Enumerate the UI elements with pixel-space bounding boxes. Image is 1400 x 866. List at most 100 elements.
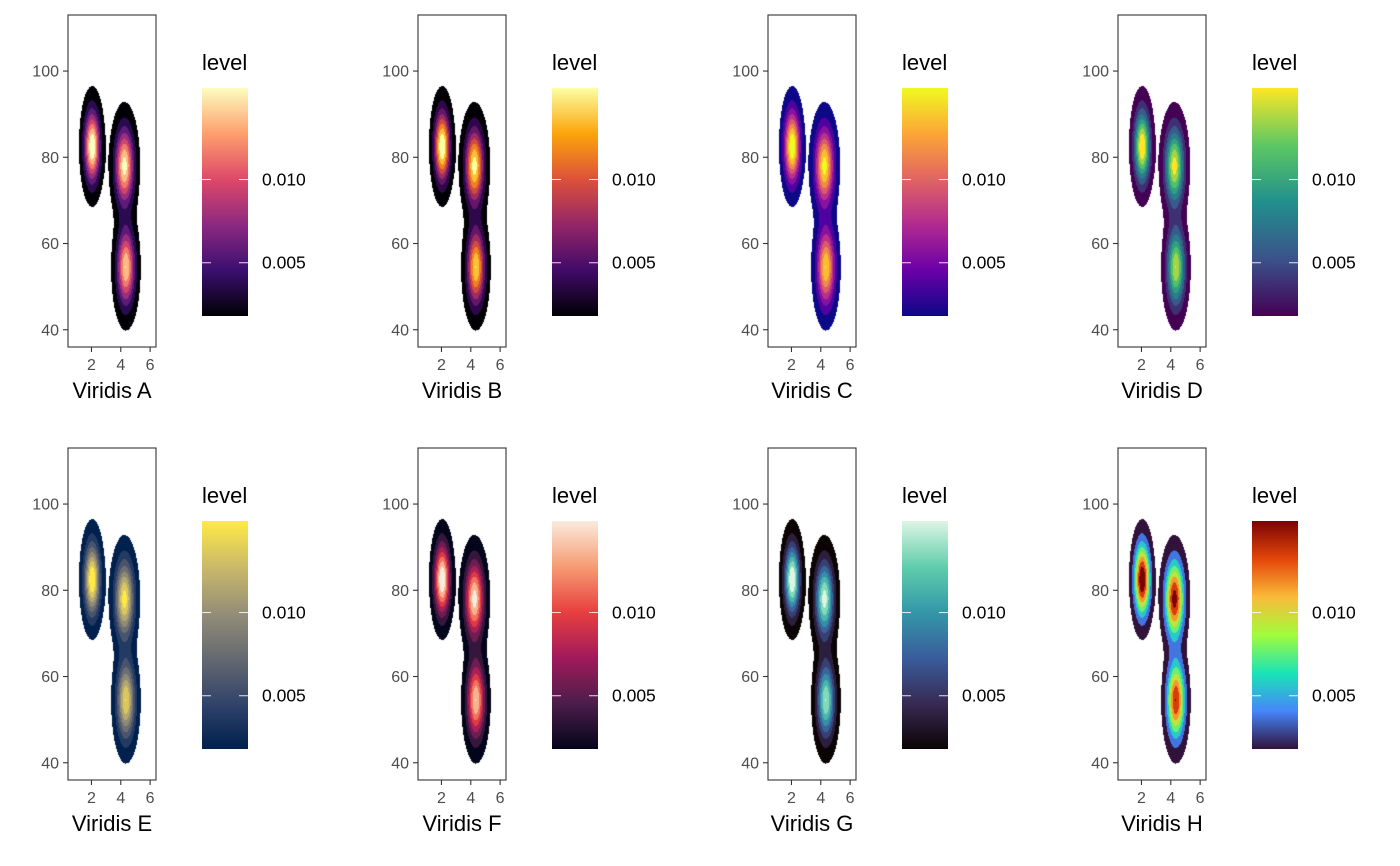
y-tick-label: 60 <box>1091 669 1109 686</box>
x-tick-label: 6 <box>1196 357 1205 374</box>
density-contour-fill <box>1118 15 1206 347</box>
x-tick-label: 2 <box>787 790 796 807</box>
chart-svg: 40 60 80 100 2 4 6 Viridis A level 0.010 0.005 <box>32 14 306 403</box>
chart-panel: 40 60 80 100 2 4 6 Viridis E level 0.010 0.005 <box>0 433 350 866</box>
y-tick-label: 80 <box>741 583 759 600</box>
chart-panel: 40 60 80 100 2 4 6 Viridis C level 0.010 0.005 <box>700 0 1050 433</box>
y-tick-label: 60 <box>741 669 759 686</box>
legend-label: 0.005 <box>1312 686 1356 706</box>
legend-label: 0.005 <box>612 686 656 706</box>
legend-title: level <box>202 483 247 508</box>
chart-panel: 40 60 80 100 2 4 6 Viridis H level 0.010 0.005 <box>1050 433 1400 866</box>
panel-border <box>67 14 157 348</box>
x-tick-label: 6 <box>846 357 855 374</box>
x-tick-label: 4 <box>1166 357 1175 374</box>
x-tick-label: 4 <box>466 790 475 807</box>
chart-svg: 40 60 80 100 2 4 6 Viridis G level 0.010 0.005 <box>732 447 1006 836</box>
chart-panel: 40 60 80 100 2 4 6 Viridis A level 0.010 0.005 <box>0 0 350 433</box>
legend-title: level <box>902 483 947 508</box>
x-axis-label: Viridis F <box>422 811 501 836</box>
y-tick-label: 80 <box>1091 150 1109 167</box>
chart-svg: 40 60 80 100 2 4 6 Viridis E level 0.010 0.005 <box>32 447 306 836</box>
legend-label: 0.010 <box>612 603 656 623</box>
panel-border <box>417 14 507 348</box>
legend-label: 0.005 <box>962 253 1006 273</box>
chart-panel: 40 60 80 100 2 4 6 Viridis D level 0.010 0.005 <box>1050 0 1400 433</box>
x-tick-label: 2 <box>437 357 446 374</box>
y-tick-label: 40 <box>391 755 409 772</box>
y-tick-label: 40 <box>391 322 409 339</box>
y-tick-label: 100 <box>1082 64 1109 81</box>
y-tick-label: 60 <box>41 669 59 686</box>
panel-border <box>1117 14 1207 348</box>
density-contour-fill <box>418 448 506 780</box>
legend-title: level <box>552 483 597 508</box>
panel-border <box>67 447 157 781</box>
y-tick-label: 60 <box>741 236 759 253</box>
x-tick-label: 4 <box>116 790 125 807</box>
legend-title: level <box>552 50 597 75</box>
legend-label: 0.005 <box>262 686 306 706</box>
density-contour-fill <box>768 448 856 780</box>
chart-panel: 40 60 80 100 2 4 6 Viridis B level 0.010 0.005 <box>350 0 700 433</box>
legend-colorbar <box>202 521 248 749</box>
x-axis-label: Viridis C <box>771 378 853 403</box>
x-tick-label: 2 <box>1137 357 1146 374</box>
legend-label: 0.010 <box>1312 170 1356 190</box>
legend-title: level <box>202 50 247 75</box>
y-tick-label: 100 <box>32 64 59 81</box>
x-tick-label: 6 <box>146 357 155 374</box>
legend-title: level <box>1252 50 1297 75</box>
density-contour-fill <box>68 15 156 347</box>
x-tick-label: 2 <box>787 357 796 374</box>
x-axis-label: Viridis B <box>422 378 502 403</box>
legend-colorbar <box>552 88 598 316</box>
x-tick-label: 6 <box>496 790 505 807</box>
y-tick-label: 100 <box>732 64 759 81</box>
x-axis-label: Viridis G <box>771 811 854 836</box>
x-tick-label: 4 <box>816 790 825 807</box>
y-tick-label: 40 <box>1091 322 1109 339</box>
y-tick-label: 80 <box>41 150 59 167</box>
y-tick-label: 80 <box>391 583 409 600</box>
density-contour-fill <box>1118 448 1206 780</box>
legend-colorbar <box>1252 88 1298 316</box>
x-tick-label: 6 <box>1196 790 1205 807</box>
chart-panel: 40 60 80 100 2 4 6 Viridis G level 0.010 0.005 <box>700 433 1050 866</box>
x-tick-label: 2 <box>87 790 96 807</box>
legend-label: 0.010 <box>262 170 306 190</box>
chart-svg: 40 60 80 100 2 4 6 Viridis D level 0.010 0.005 <box>1082 14 1356 403</box>
panel-border <box>417 447 507 781</box>
y-tick-label: 40 <box>41 322 59 339</box>
y-tick-label: 60 <box>1091 236 1109 253</box>
x-axis-label: Viridis A <box>72 378 151 403</box>
x-tick-label: 6 <box>496 357 505 374</box>
x-axis-label: Viridis H <box>1121 811 1203 836</box>
legend-label: 0.005 <box>1312 253 1356 273</box>
x-tick-label: 4 <box>466 357 475 374</box>
legend-colorbar <box>1252 521 1298 749</box>
y-tick-label: 100 <box>32 497 59 514</box>
chart-svg: 40 60 80 100 2 4 6 Viridis F level 0.010 0.005 <box>382 447 656 836</box>
legend-label: 0.010 <box>262 603 306 623</box>
legend-colorbar <box>902 88 948 316</box>
chart-svg: 40 60 80 100 2 4 6 Viridis B level 0.010 0.005 <box>382 14 656 403</box>
legend-label: 0.005 <box>612 253 656 273</box>
chart-svg: 40 60 80 100 2 4 6 Viridis C level 0.010 0.005 <box>732 14 1006 403</box>
y-tick-label: 60 <box>391 669 409 686</box>
legend-label: 0.010 <box>612 170 656 190</box>
y-tick-label: 100 <box>382 64 409 81</box>
panel-border <box>767 447 857 781</box>
y-tick-label: 100 <box>1082 497 1109 514</box>
legend-colorbar <box>202 88 248 316</box>
legend-colorbar <box>552 521 598 749</box>
legend-title: level <box>1252 483 1297 508</box>
density-contour-fill <box>68 448 156 780</box>
y-tick-label: 80 <box>391 150 409 167</box>
x-axis-label: Viridis D <box>1121 378 1203 403</box>
legend-label: 0.010 <box>962 170 1006 190</box>
chart-svg: 40 60 80 100 2 4 6 Viridis H level 0.010 0.005 <box>1082 447 1356 836</box>
y-tick-label: 100 <box>382 497 409 514</box>
legend-colorbar <box>902 521 948 749</box>
